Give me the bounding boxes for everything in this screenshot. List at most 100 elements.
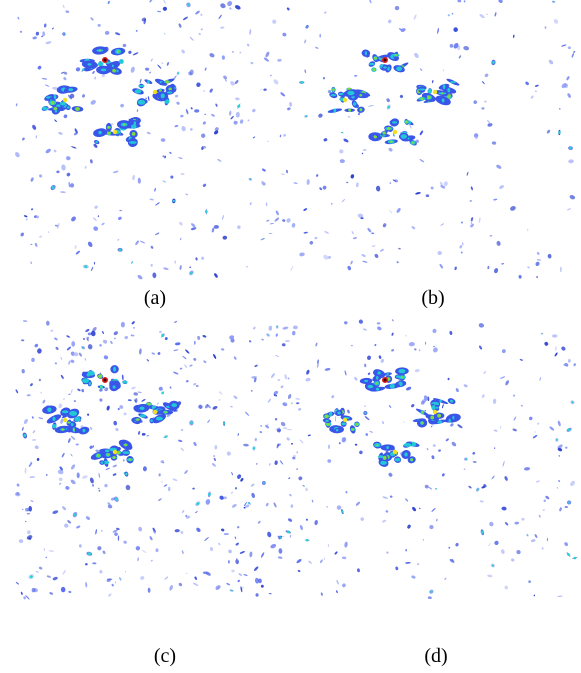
blob (415, 369, 420, 373)
blob (182, 355, 187, 359)
figure: (a) (b) (c) (d) (0, 0, 581, 673)
blob (113, 450, 117, 454)
blob (29, 476, 35, 478)
blob (238, 572, 243, 576)
blob (483, 371, 487, 375)
blob (261, 338, 264, 341)
blob (92, 225, 99, 231)
blob (98, 374, 102, 378)
blob (180, 367, 183, 369)
blob (364, 416, 370, 421)
blob (367, 355, 372, 360)
blob (32, 430, 35, 434)
blob (493, 268, 498, 274)
blob (484, 73, 489, 78)
blob (426, 448, 429, 451)
blob (118, 536, 119, 541)
blob (117, 50, 119, 52)
blob (343, 98, 347, 102)
blob (178, 157, 183, 160)
blob (71, 423, 74, 426)
blob (63, 398, 65, 400)
blob (356, 182, 360, 187)
blob (111, 123, 114, 125)
blob (91, 330, 96, 336)
blob (235, 97, 240, 100)
blob (447, 378, 449, 381)
blob (505, 380, 510, 386)
blob (164, 337, 168, 341)
blob (235, 542, 239, 546)
blob (122, 381, 127, 384)
blob (148, 96, 150, 101)
blob (531, 539, 536, 543)
blob (354, 377, 358, 382)
blob (234, 536, 236, 539)
blob (441, 92, 443, 94)
blob (101, 461, 104, 463)
blob (26, 218, 28, 220)
blob (75, 66, 81, 72)
blob (514, 522, 519, 525)
blob (543, 509, 545, 511)
blob (496, 240, 501, 246)
blob (87, 371, 94, 376)
blob (315, 342, 318, 346)
blob (332, 88, 335, 91)
blob (376, 382, 378, 384)
blob (317, 113, 323, 119)
blob (306, 26, 307, 27)
blob (138, 85, 145, 87)
blob (139, 407, 144, 410)
blob (99, 49, 101, 51)
blob (299, 525, 303, 531)
panel-b (293, 0, 575, 279)
blob (115, 32, 121, 36)
blob (42, 78, 48, 80)
blob (22, 509, 23, 510)
blob (70, 359, 75, 363)
blob (530, 95, 534, 99)
blob (383, 131, 386, 134)
blob (193, 441, 197, 446)
blob (102, 331, 105, 335)
blob (52, 424, 56, 428)
blob (306, 518, 309, 521)
blob (108, 2, 109, 3)
blob (283, 134, 287, 137)
blob (195, 10, 201, 15)
panel-c (15, 320, 297, 600)
blob (424, 410, 426, 412)
blob (203, 360, 207, 364)
blob (354, 75, 357, 77)
blob (299, 252, 305, 257)
blob (30, 575, 33, 578)
blob (30, 261, 32, 264)
blob (386, 551, 389, 554)
blob (387, 19, 392, 24)
blob (174, 321, 177, 323)
blob (532, 434, 537, 438)
blob (163, 267, 169, 271)
blob (263, 57, 269, 63)
blob (501, 263, 504, 265)
blob (280, 385, 284, 389)
blob (413, 14, 417, 20)
blob (68, 360, 71, 365)
blob (179, 265, 182, 270)
blob (357, 568, 360, 572)
blob (150, 245, 154, 249)
blob (502, 461, 505, 467)
blob (137, 109, 139, 112)
blob (159, 330, 162, 333)
blob (325, 420, 328, 422)
blob (380, 248, 385, 252)
blob (237, 526, 240, 528)
blob (529, 416, 533, 420)
blob (350, 260, 353, 264)
blob (432, 328, 437, 333)
blob (478, 217, 481, 223)
blob (208, 493, 211, 496)
blob (204, 113, 206, 115)
blob (380, 358, 384, 363)
